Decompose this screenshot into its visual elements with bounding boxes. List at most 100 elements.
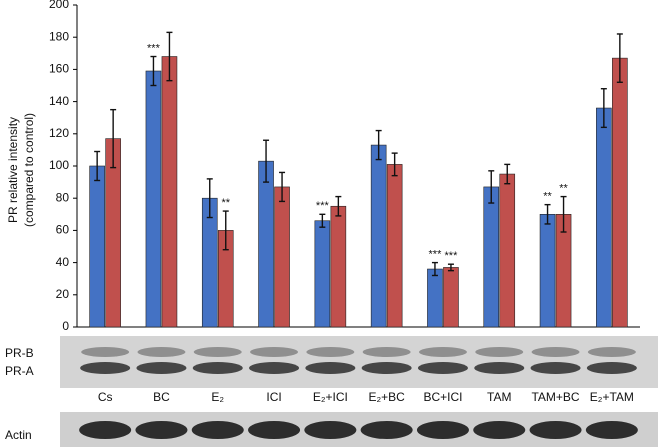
error-bar	[544, 203, 551, 225]
band-pr-b	[587, 347, 636, 357]
y-axis-title: PR relative intensity	[6, 117, 20, 223]
band-pr-b	[306, 347, 355, 357]
significance-label: ***	[147, 42, 161, 54]
bar	[89, 165, 105, 328]
error-bar	[431, 261, 438, 277]
bar	[274, 186, 290, 328]
bar	[443, 267, 459, 328]
band-actin	[79, 421, 132, 439]
band-pr-b	[531, 347, 580, 357]
band-pr-a	[249, 362, 300, 374]
error-bar	[504, 163, 511, 185]
significance-label: **	[543, 191, 552, 203]
band-pr-a	[305, 362, 356, 374]
error-bar	[600, 88, 607, 129]
y-axis-title: (compared to control)	[22, 113, 36, 227]
band-pr-a	[136, 362, 187, 374]
error-bar	[560, 195, 567, 233]
band-pr-a	[530, 362, 581, 374]
band-actin	[529, 421, 582, 439]
band-pr-a	[586, 362, 637, 374]
error-bar	[319, 213, 326, 228]
error-bar	[222, 210, 229, 251]
significance-label: **	[559, 182, 568, 194]
band-pr-b	[250, 347, 299, 357]
error-bar	[391, 152, 398, 177]
bar	[427, 268, 443, 328]
x-tick-label: TAM	[487, 390, 511, 404]
error-bar	[375, 129, 382, 161]
blot-pr	[60, 336, 658, 388]
x-tick-label: BC+ICI	[423, 390, 462, 404]
band-pr-b	[418, 347, 467, 357]
x-tick-label: E₂	[211, 390, 224, 404]
error-bar	[488, 170, 495, 204]
band-pr-b	[137, 347, 186, 357]
y-tick-label: 160	[49, 62, 69, 76]
bar	[314, 220, 331, 328]
x-tick-label: E₂+BC	[368, 390, 405, 404]
x-tick-label: Cs	[98, 390, 113, 404]
y-tick-label: 60	[56, 223, 70, 237]
bar	[612, 57, 628, 328]
band-actin	[360, 421, 413, 439]
band-pr-b	[81, 347, 130, 357]
band-pr-a	[80, 362, 131, 374]
y-tick-label: 0	[62, 319, 69, 333]
error-bar	[263, 139, 270, 183]
bar	[596, 107, 612, 328]
error-bar	[206, 178, 213, 219]
blot-bands	[79, 347, 638, 439]
bar	[330, 205, 347, 328]
y-tick-label: 120	[49, 126, 69, 140]
x-tick-label: BC	[153, 390, 170, 404]
band-pr-a	[361, 362, 412, 374]
y-tick-label: 100	[49, 158, 69, 172]
band-pr-b	[193, 347, 242, 357]
band-pr-b	[362, 347, 411, 357]
y-tick-label: 80	[56, 190, 70, 204]
band-pr-a	[192, 362, 243, 374]
band-actin	[473, 421, 526, 439]
bar	[161, 56, 178, 328]
bar	[483, 186, 500, 328]
y-tick-label: 20	[56, 287, 70, 301]
y-tick-label: 140	[49, 94, 69, 108]
bar	[539, 214, 556, 328]
loading-control-label: Actin	[5, 428, 32, 442]
significance-label: ***	[429, 249, 443, 261]
band-actin	[248, 421, 301, 439]
y-tick-label: 180	[49, 29, 69, 43]
error-bar	[616, 33, 623, 83]
x-tick-label: TAM+BC	[531, 390, 579, 404]
error-bar	[335, 195, 342, 217]
bar	[499, 173, 516, 328]
band-pr-a	[474, 362, 525, 374]
x-tick-label: ICI	[266, 390, 281, 404]
y-tick-label: 200	[49, 0, 69, 11]
band-pr-a	[417, 362, 468, 374]
band-actin	[304, 421, 357, 439]
band-actin	[135, 421, 188, 439]
x-tick-label: E₂+ICI	[313, 390, 348, 404]
y-tick-label: 40	[56, 255, 70, 269]
significance-label: ***	[316, 200, 330, 212]
legend-label: PR-A	[5, 364, 34, 378]
bar	[258, 160, 274, 328]
bar	[145, 70, 162, 328]
significance-label: **	[221, 197, 230, 209]
error-bar	[150, 55, 157, 87]
significance-label: ***	[445, 250, 459, 262]
bar	[386, 164, 403, 328]
error-bar	[166, 31, 173, 82]
band-actin	[416, 421, 469, 439]
error-bar	[110, 108, 117, 169]
bar	[370, 144, 387, 328]
band-actin	[191, 421, 244, 439]
error-bar	[94, 150, 101, 182]
band-actin	[585, 421, 638, 439]
error-bar	[447, 263, 454, 272]
error-bar	[279, 171, 286, 203]
